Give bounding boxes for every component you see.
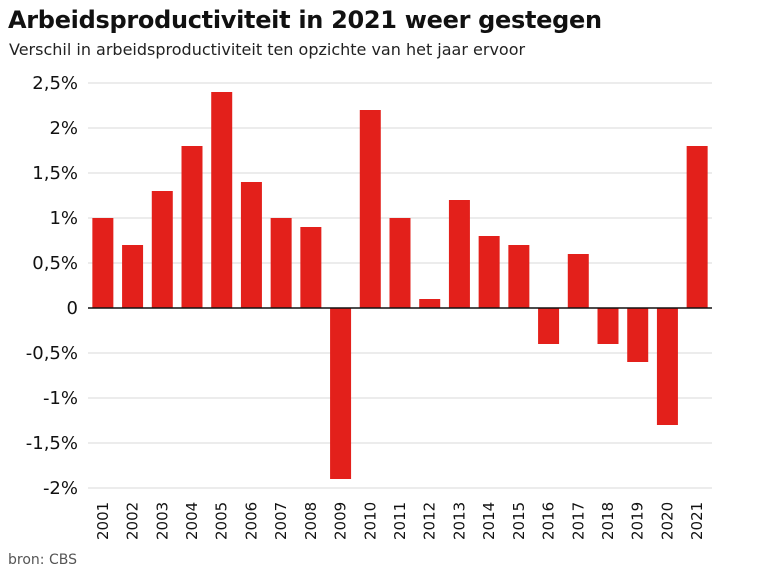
x-tick-label: 2014 [480, 502, 498, 540]
bar-2020 [656, 308, 678, 425]
x-tick-label: 2007 [272, 502, 290, 540]
bar-2006 [240, 182, 262, 308]
bar-2016 [538, 308, 560, 344]
bars [92, 92, 708, 479]
bar-2009 [330, 308, 352, 479]
y-tick-label: -0,5% [26, 343, 78, 364]
y-tick-label: 2,5% [32, 73, 78, 94]
bar-2013 [448, 200, 470, 308]
source-note: bron: CBS [8, 552, 77, 568]
y-tick-label: -2% [43, 478, 78, 499]
bar-2021 [686, 146, 708, 308]
bar-2019 [627, 308, 649, 362]
y-tick-label: 1% [49, 208, 78, 229]
x-tick-label: 2016 [540, 502, 558, 540]
bar-2004 [181, 146, 203, 308]
bar-2012 [419, 299, 441, 308]
y-tick-labels: 2,5% 2% 1,5% 1% 0,5% 0 -0,5% -1% -1,5% -2% [26, 73, 78, 499]
gridlines [88, 82, 712, 489]
x-tick-label: 2008 [302, 502, 320, 540]
x-tick-label: 2002 [124, 502, 142, 540]
x-tick-label: 2013 [450, 502, 468, 540]
x-tick-label: 2020 [658, 502, 676, 540]
bar-2017 [567, 254, 589, 308]
y-tick-label: 2% [49, 118, 78, 139]
x-tick-label: 2004 [183, 502, 201, 540]
bar-2015 [508, 245, 530, 308]
x-tick-label: 2018 [599, 502, 617, 540]
x-tick-label: 2011 [391, 502, 409, 540]
x-tick-label: 2005 [213, 502, 231, 540]
x-tick-label: 2021 [688, 502, 706, 540]
chart-title: Arbeidsproductiviteit in 2021 weer geste… [8, 6, 602, 34]
x-tick-label: 2009 [332, 502, 350, 540]
bar-2005 [211, 92, 233, 308]
x-tick-label: 2001 [94, 502, 112, 540]
x-tick-labels: 2001 2002 2003 2004 2005 2006 2007 2008 2009 2010… [94, 502, 706, 540]
y-tick-label: -1,5% [26, 433, 78, 454]
bar-2007 [270, 218, 292, 308]
y-tick-label: 0 [67, 298, 78, 319]
x-tick-label: 2017 [569, 502, 587, 540]
bar-2008 [300, 227, 322, 308]
bar-2011 [389, 218, 411, 308]
bar-2002 [122, 245, 144, 308]
x-tick-label: 2010 [361, 502, 379, 540]
bar-2001 [92, 218, 114, 308]
x-tick-label: 2003 [153, 502, 171, 540]
x-tick-label: 2006 [242, 502, 260, 540]
x-tick-label: 2012 [421, 502, 439, 540]
x-tick-label: 2015 [510, 502, 528, 540]
bar-2018 [597, 308, 619, 344]
bar-2003 [151, 191, 173, 308]
chart-subtitle: Verschil in arbeidsproductiviteit ten op… [9, 40, 526, 59]
bar-2010 [359, 110, 381, 308]
y-tick-label: 1,5% [32, 163, 78, 184]
x-tick-label: 2019 [629, 502, 647, 540]
y-tick-label: -1% [43, 388, 78, 409]
y-tick-label: 0,5% [32, 253, 78, 274]
bar-2014 [478, 236, 500, 308]
